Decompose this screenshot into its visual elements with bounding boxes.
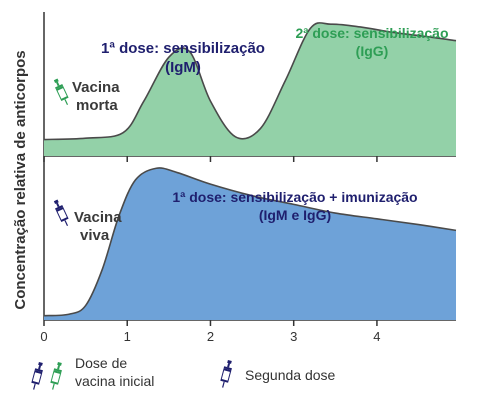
- legend-initial-dose-line1: Dose de: [75, 355, 127, 371]
- annotation-igm-igg-line2: (IgM e IgG): [259, 207, 331, 223]
- x-tick-label: 3: [290, 329, 297, 344]
- legend-initial-dose-line2: vacina inicial: [75, 373, 154, 389]
- vaccine-live-line1: Vacina: [74, 209, 122, 226]
- bottom-panel-area: [43, 167, 457, 320]
- annotation-igm-line1: 1ª dose: sensibilização: [101, 40, 265, 57]
- syringe-icon: [48, 361, 64, 391]
- syringe-icon: [218, 359, 234, 389]
- syringe-icon: [52, 77, 72, 107]
- x-tick-label: 1: [124, 329, 131, 344]
- area-outline: [43, 22, 457, 141]
- x-axis-ticks: 0 1 2 3 4: [40, 156, 381, 344]
- annotation-igg-line1: 2ª dose: sensibilização: [295, 25, 448, 41]
- vaccine-dead-line2: morta: [76, 97, 118, 114]
- syringe-icon: [52, 198, 72, 228]
- syringe-icon: [29, 361, 45, 391]
- annotation-igm-igg-line1: 1ª dose: sensibilização + imunização: [172, 189, 417, 205]
- legend-second-dose: Segunda dose: [245, 367, 336, 383]
- area-outline: [43, 167, 457, 317]
- y-axis-label: Concentração relativa de anticorpos: [12, 50, 29, 309]
- vaccine-dead-line1: Vacina: [72, 79, 120, 96]
- x-tick-label: 4: [373, 329, 380, 344]
- vaccine-live-line2: viva: [80, 227, 110, 244]
- top-panel-area: [43, 22, 457, 156]
- annotation-igg-line2: (IgG): [356, 43, 389, 59]
- x-tick-label: 0: [40, 329, 47, 344]
- x-tick-label: 2: [207, 329, 214, 344]
- area-fill: [44, 22, 456, 156]
- annotation-igm-line2: (IgM): [165, 59, 201, 76]
- area-fill: [44, 167, 456, 320]
